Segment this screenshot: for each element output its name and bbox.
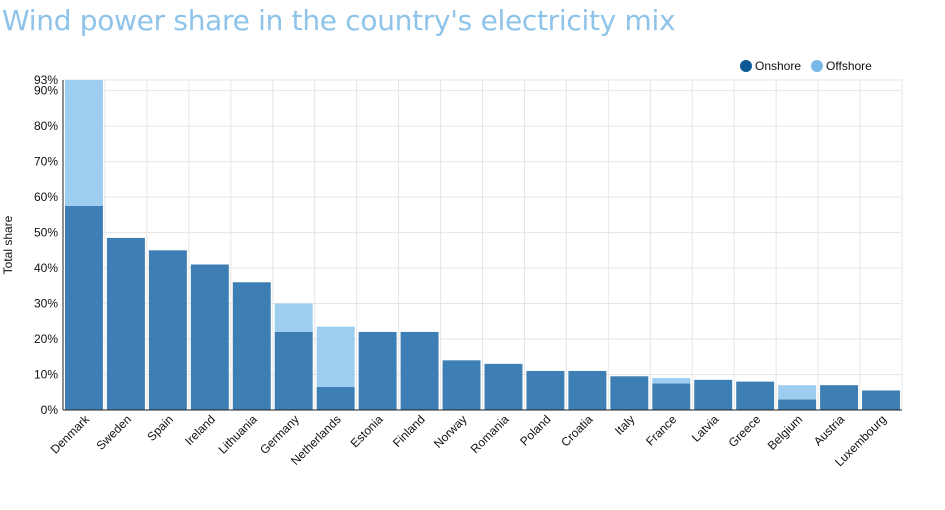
x-tick-label: Ireland xyxy=(182,412,218,448)
x-tick-label: Finland xyxy=(390,412,428,450)
bar-onshore xyxy=(358,331,397,410)
y-tick-label: 20% xyxy=(34,332,58,346)
bar-onshore xyxy=(862,390,900,410)
x-tick-label: Belgium xyxy=(765,412,806,453)
y-tick-label: 40% xyxy=(34,261,58,275)
x-tick-label: Romania xyxy=(468,412,512,456)
bar-offshore xyxy=(274,303,313,332)
y-tick-label: 30% xyxy=(34,297,58,311)
bar-onshore xyxy=(820,385,859,410)
bars xyxy=(65,80,900,410)
chart-title: Wind power share in the country's electr… xyxy=(2,4,676,37)
bar-onshore xyxy=(106,237,145,410)
bar-onshore xyxy=(274,331,313,410)
y-axis: 0% 10% 20% 30% 40% 50% 60% 70% 80% 90%93% xyxy=(34,73,64,417)
x-tick-label: Croatia xyxy=(558,412,595,449)
x-tick-label: Greece xyxy=(726,412,764,450)
bar-offshore xyxy=(778,385,817,400)
bar-onshore xyxy=(526,370,565,410)
x-tick-label: Italy xyxy=(612,412,637,437)
bar-offshore xyxy=(316,326,355,387)
y-axis-label: Total share xyxy=(1,215,15,274)
x-tick-label: Latvia xyxy=(689,412,722,445)
bar-onshore xyxy=(65,205,103,410)
legend-item-onshore[interactable]: Onshore xyxy=(740,59,801,73)
y-tick-label: 10% xyxy=(34,368,58,382)
gridlines xyxy=(62,79,903,411)
bar-onshore xyxy=(652,383,691,410)
x-tick-label: France xyxy=(643,412,680,449)
bar-offshore xyxy=(652,378,691,384)
legend-label-onshore: Onshore xyxy=(755,59,802,73)
bar-onshore xyxy=(736,381,775,410)
y-tick-label: 93% xyxy=(34,73,58,87)
bar-onshore xyxy=(400,331,439,410)
legend-label-offshore: Offshore xyxy=(826,59,872,73)
bar-onshore xyxy=(148,250,187,410)
y-tick-label: 90% xyxy=(34,84,58,98)
bar-onshore xyxy=(610,376,649,410)
y-tick-label: 50% xyxy=(34,226,58,240)
onshore-swatch xyxy=(740,60,752,72)
bar-onshore xyxy=(232,282,271,410)
bar-onshore xyxy=(484,363,523,410)
bar-onshore xyxy=(316,386,355,410)
offshore-swatch xyxy=(811,60,824,72)
y-tick-label: 60% xyxy=(34,190,58,204)
legend-item-offshore[interactable]: Offshore xyxy=(811,59,872,73)
y-tick-label: 0% xyxy=(41,403,59,417)
bar-onshore xyxy=(568,370,607,410)
x-tick-label: Lithuania xyxy=(216,412,261,457)
y-tick-label: 80% xyxy=(34,119,58,133)
bar-onshore xyxy=(442,360,481,410)
bar-onshore xyxy=(694,379,733,410)
x-tick-label: Austria xyxy=(811,412,848,449)
x-tick-label: Spain xyxy=(144,412,176,444)
x-tick-label: Sweden xyxy=(93,412,134,453)
x-tick-label: Denmark xyxy=(48,412,93,457)
bar-onshore xyxy=(190,264,229,410)
x-tick-label: Poland xyxy=(517,412,553,448)
x-tick-label: Norway xyxy=(431,412,470,451)
x-axis: Denmark Sweden Spain IrelandLithuaniaGerman… xyxy=(48,409,902,469)
bar-onshore xyxy=(778,399,817,410)
x-tick-label: Estonia xyxy=(348,412,386,450)
bar-offshore xyxy=(65,80,103,206)
y-tick-label: 70% xyxy=(34,155,58,169)
legend: Onshore Offshore xyxy=(740,59,882,73)
